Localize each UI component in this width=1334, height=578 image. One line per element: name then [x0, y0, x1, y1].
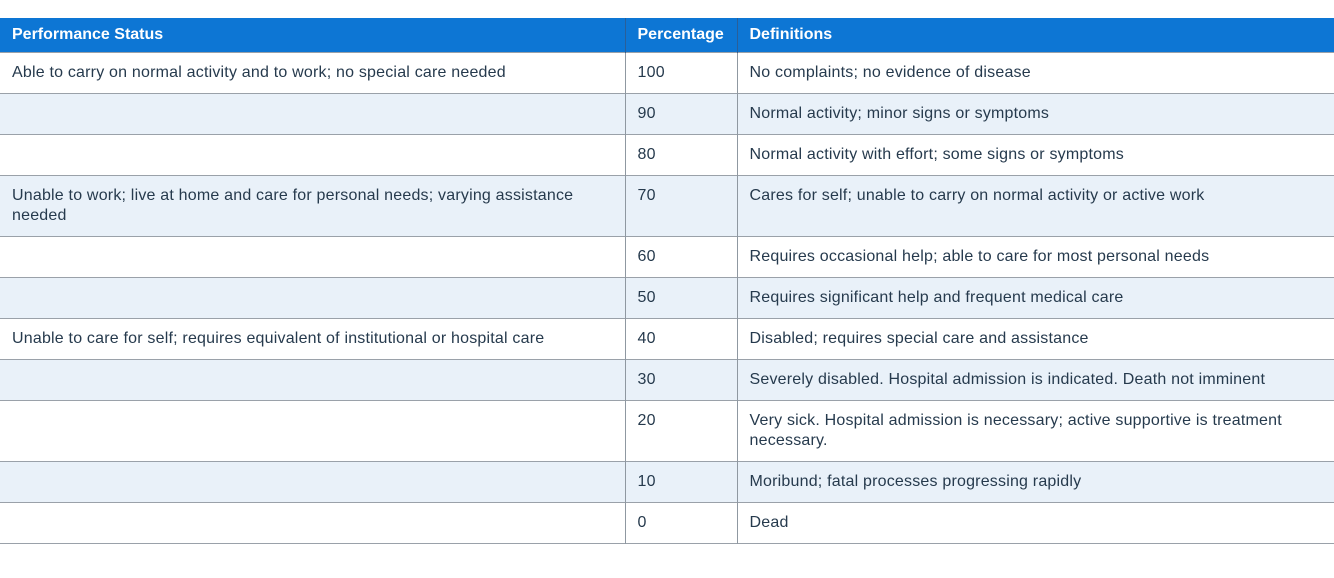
table-row: 10 Moribund; fatal processes progressing…	[0, 461, 1334, 503]
performance-cell	[0, 236, 626, 278]
performance-cell	[0, 461, 626, 503]
performance-cell	[0, 400, 626, 462]
table-row: 30 Severely disabled. Hospital admission…	[0, 359, 1334, 401]
definition-cell: Very sick. Hospital admission is necessa…	[749, 412, 1282, 449]
definition-cell: Requires significant help and frequent m…	[749, 289, 1124, 306]
percentage-cell: 70	[625, 175, 738, 237]
table-body: Able to carry on normal activity and to …	[0, 52, 1334, 544]
table-row: Able to carry on normal activity and to …	[0, 52, 1334, 94]
column-header-percentage: Percentage	[625, 18, 738, 53]
definition-cell: Disabled; requires special care and assi…	[749, 330, 1089, 347]
header-row: Performance Status Percentage Definition…	[0, 18, 1334, 53]
table-header: Performance Status Percentage Definition…	[0, 18, 1334, 53]
percentage-cell: 90	[625, 93, 738, 135]
performance-cell	[0, 359, 626, 401]
percentage-cell: 60	[625, 236, 738, 278]
percentage-cell: 100	[625, 52, 738, 94]
table-row: 80 Normal activity with effort; some sig…	[0, 134, 1334, 176]
percentage-cell: 10	[625, 461, 738, 503]
percentage-cell: 40	[625, 318, 738, 360]
performance-cell: Unable to work; live at home and care fo…	[0, 175, 626, 237]
table-row: 0 Dead	[0, 502, 1334, 544]
performance-cell	[0, 277, 626, 319]
definition-cell: Normal activity; minor signs or symptoms	[749, 105, 1050, 122]
definition-cell: No complaints; no evidence of disease	[749, 64, 1031, 81]
percentage-cell: 30	[625, 359, 738, 401]
column-header-performance-status: Performance Status	[0, 18, 626, 53]
performance-cell	[0, 134, 626, 176]
performance-cell	[0, 93, 626, 135]
percentage-cell: 50	[625, 277, 738, 319]
performance-cell: Able to carry on normal activity and to …	[0, 52, 626, 94]
table-row: Unable to care for self; requires equiva…	[0, 318, 1334, 360]
definition-cell: Normal activity with effort; some signs …	[749, 146, 1124, 163]
definition-cell: Severely disabled. Hospital admission is…	[749, 371, 1266, 388]
table-row: 20 Very sick. Hospital admission is nece…	[0, 400, 1334, 462]
percentage-cell: 20	[625, 400, 738, 462]
percentage-cell: 0	[625, 502, 738, 544]
definition-cell: Moribund; fatal processes progressing ra…	[749, 473, 1082, 490]
definition-cell: Dead	[749, 514, 789, 531]
table-row: 50 Requires significant help and frequen…	[0, 277, 1334, 319]
column-header-definitions: Definitions	[737, 18, 1334, 53]
table-row: Unable to work; live at home and care fo…	[0, 175, 1334, 237]
percentage-cell: 80	[625, 134, 738, 176]
performance-cell	[0, 502, 626, 544]
performance-status-table: Performance Status Percentage Definition…	[0, 18, 1334, 544]
definition-cell: Cares for self; unable to carry on norma…	[749, 187, 1205, 204]
table-row: 60 Requires occasional help; able to car…	[0, 236, 1334, 278]
definition-cell: Requires occasional help; able to care f…	[749, 248, 1210, 265]
performance-cell: Unable to care for self; requires equiva…	[0, 318, 626, 360]
table-row: 90 Normal activity; minor signs or sympt…	[0, 93, 1334, 135]
